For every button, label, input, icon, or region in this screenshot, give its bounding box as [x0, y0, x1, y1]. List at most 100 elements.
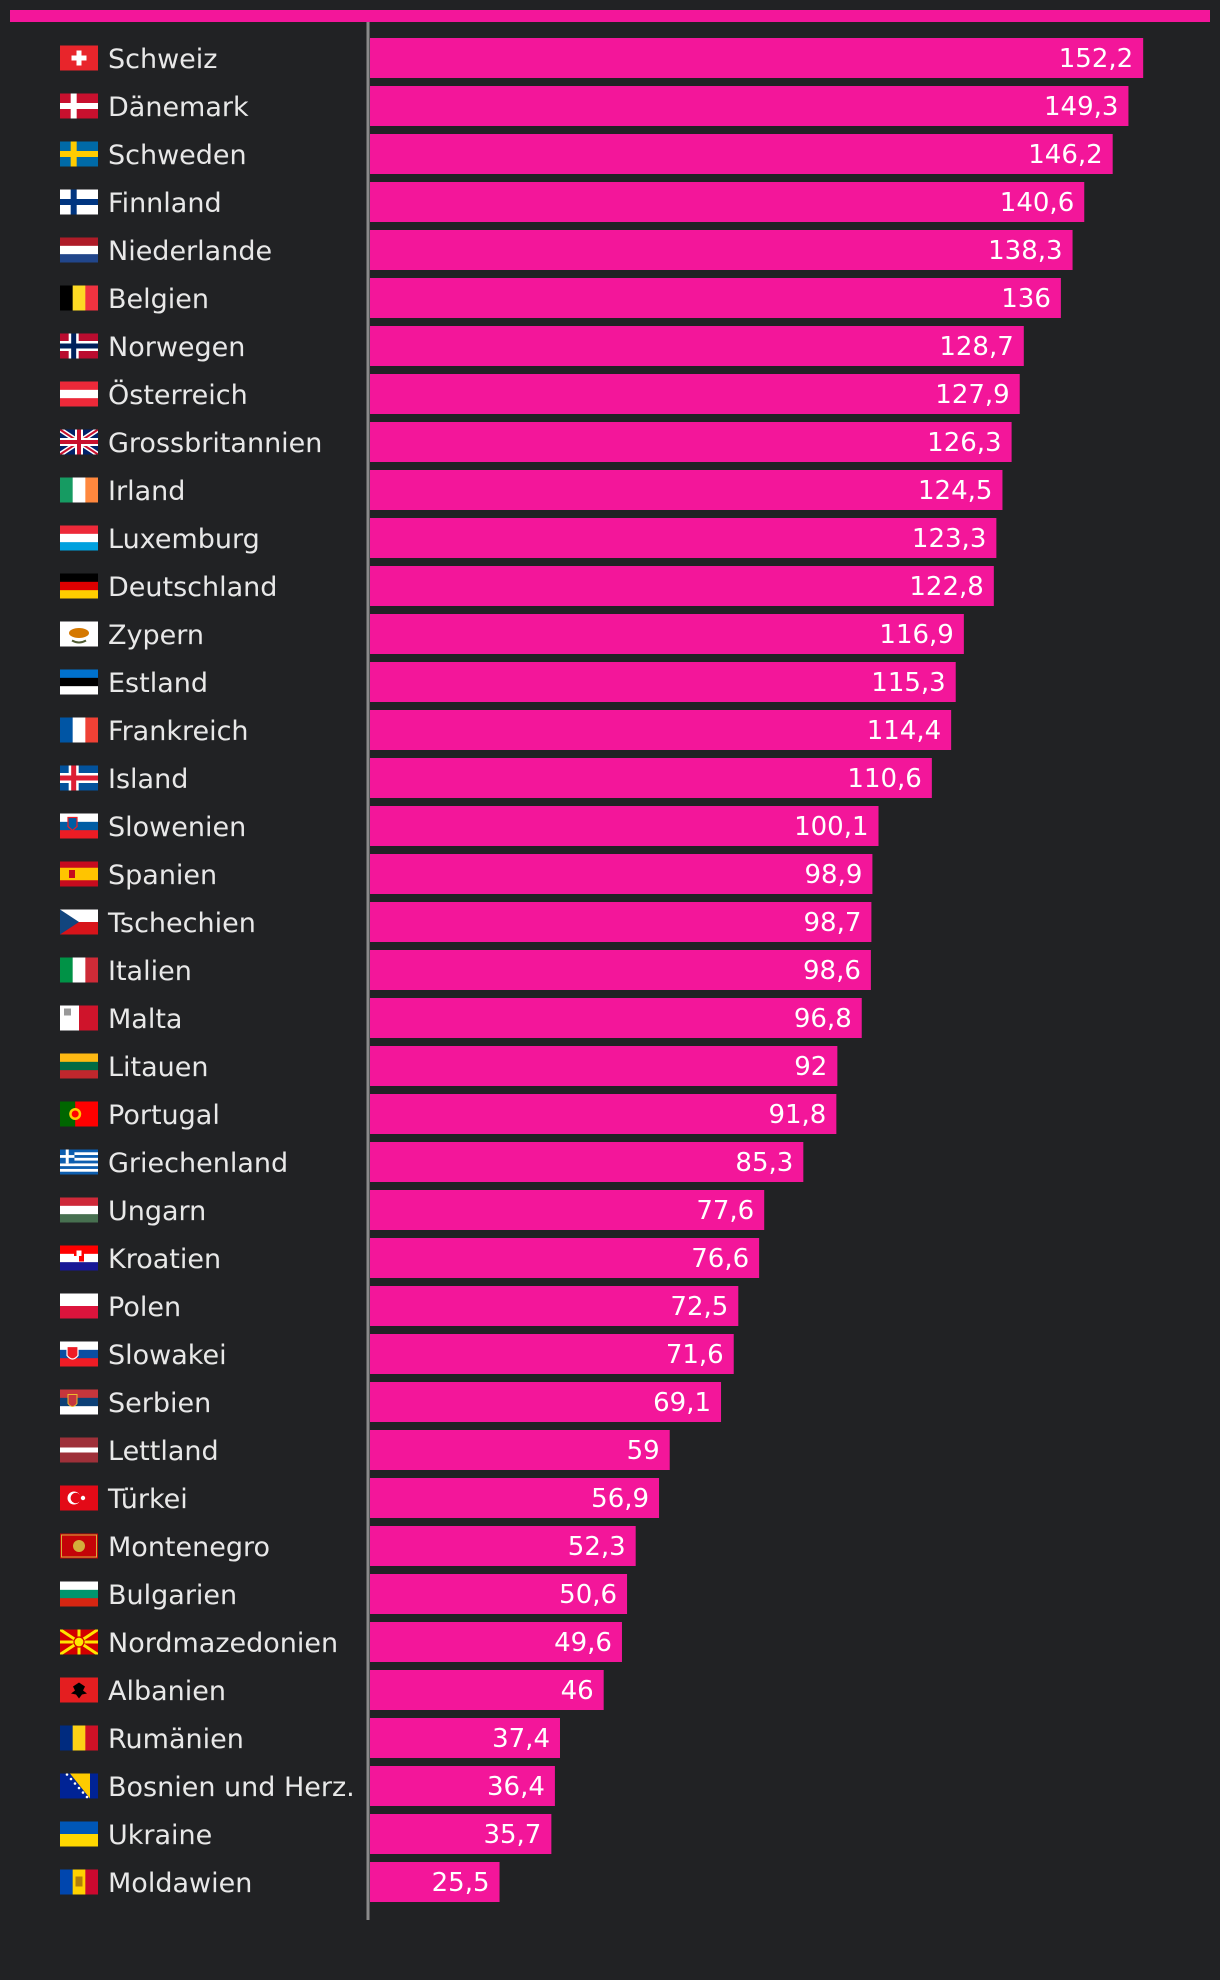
- bar: [370, 134, 1113, 174]
- bar: [370, 1286, 739, 1326]
- value-label: 110,6: [847, 764, 921, 794]
- value-label: 122,8: [909, 572, 983, 602]
- flag-icon-hu: [60, 1197, 98, 1223]
- value-label: 98,6: [803, 956, 861, 986]
- value-label: 76,6: [691, 1244, 749, 1274]
- value-label: 126,3: [927, 428, 1001, 458]
- flag-icon-lu: [60, 525, 98, 551]
- flag-icon-hr: [60, 1245, 98, 1271]
- country-label: Luxemburg: [108, 524, 260, 555]
- flag-icon-ro: [60, 1725, 98, 1751]
- bar: [370, 1526, 636, 1566]
- value-label: 72,5: [670, 1292, 728, 1322]
- value-label: 98,9: [805, 860, 863, 890]
- value-label: 52,3: [568, 1532, 626, 1562]
- value-label: 85,3: [735, 1148, 793, 1178]
- flag-icon-dk: [60, 93, 98, 119]
- bar: [370, 374, 1020, 414]
- top-accent-bar: [10, 10, 1210, 22]
- bar: [370, 758, 932, 798]
- country-label: Frankreich: [108, 716, 249, 747]
- country-label: Montenegro: [108, 1532, 270, 1563]
- value-label: 36,4: [487, 1772, 545, 1802]
- bar: [370, 998, 862, 1038]
- country-label: Schweden: [108, 140, 247, 171]
- bar: [370, 86, 1129, 126]
- country-label: Schweiz: [108, 44, 217, 75]
- country-label: Türkei: [107, 1484, 188, 1515]
- value-label: 100,1: [794, 812, 868, 842]
- country-label: Island: [108, 764, 188, 795]
- bar: [370, 518, 997, 558]
- country-label: Nordmazedonien: [108, 1628, 338, 1659]
- value-label: 138,3: [988, 236, 1062, 266]
- bar: [370, 1766, 555, 1806]
- bar: [370, 566, 994, 606]
- flag-icon-no: [60, 333, 98, 359]
- value-label: 146,2: [1028, 140, 1102, 170]
- value-label: 136: [1001, 284, 1051, 314]
- bar: [370, 1430, 670, 1470]
- country-label: Spanien: [108, 860, 217, 891]
- flag-icon-me: [60, 1533, 98, 1559]
- country-label: Litauen: [108, 1052, 209, 1083]
- country-label: Rumänien: [108, 1724, 244, 1755]
- bar: [370, 1382, 722, 1422]
- flag-icon-it: [60, 957, 98, 983]
- flag-icon-al: [60, 1677, 98, 1703]
- bar: [370, 854, 873, 894]
- country-label: Slowenien: [108, 812, 246, 843]
- bar: [370, 950, 871, 990]
- bar: [370, 1190, 765, 1230]
- value-label: 124,5: [918, 476, 992, 506]
- country-label: Dänemark: [108, 92, 249, 123]
- flag-icon-md: [60, 1869, 98, 1895]
- bar: [370, 614, 964, 654]
- flag-icon-is: [60, 765, 98, 791]
- flag-icon-ie: [60, 477, 98, 503]
- country-label: Belgien: [108, 284, 209, 315]
- bar: [370, 1046, 838, 1086]
- flag-icon-lv: [60, 1437, 98, 1463]
- bar: [370, 806, 879, 846]
- value-label: 77,6: [696, 1196, 754, 1226]
- value-label: 91,8: [768, 1100, 826, 1130]
- value-label: 92: [794, 1052, 827, 1082]
- flag-icon-pl: [60, 1293, 98, 1319]
- bar: [370, 278, 1061, 318]
- flag-icon-nl: [60, 237, 98, 263]
- value-label: 35,7: [483, 1820, 541, 1850]
- flag-icon-at: [60, 381, 98, 407]
- flag-icon-bg: [60, 1581, 98, 1607]
- country-label: Bosnien und Herz.: [108, 1772, 355, 1803]
- bar: [370, 422, 1012, 462]
- bar: [370, 1142, 804, 1182]
- bar: [370, 662, 956, 702]
- country-label: Bulgarien: [108, 1580, 237, 1611]
- country-label: Italien: [108, 956, 192, 987]
- country-label: Lettland: [108, 1436, 219, 1467]
- bar: [370, 182, 1085, 222]
- country-label: Ungarn: [108, 1196, 206, 1227]
- country-label: Zypern: [108, 620, 204, 651]
- country-label: Portugal: [108, 1100, 220, 1131]
- bar: [370, 1478, 660, 1518]
- flag-icon-de: [60, 573, 98, 599]
- bar: [370, 710, 952, 750]
- country-label: Finnland: [108, 188, 222, 219]
- value-label: 56,9: [591, 1484, 649, 1514]
- country-label: Österreich: [108, 379, 248, 411]
- flag-icon-be: [60, 285, 98, 311]
- value-label: 96,8: [794, 1004, 852, 1034]
- flag-icon-mk: [60, 1629, 98, 1655]
- flag-icon-cz: [60, 909, 98, 935]
- flag-icon-sk: [60, 1341, 98, 1367]
- country-label: Kroatien: [108, 1244, 221, 1275]
- country-label: Albanien: [108, 1676, 226, 1707]
- value-label: 25,5: [432, 1868, 490, 1898]
- bar: [370, 1718, 560, 1758]
- flag-icon-gr: [60, 1149, 98, 1175]
- value-label: 98,7: [804, 908, 862, 938]
- bar: [370, 230, 1073, 270]
